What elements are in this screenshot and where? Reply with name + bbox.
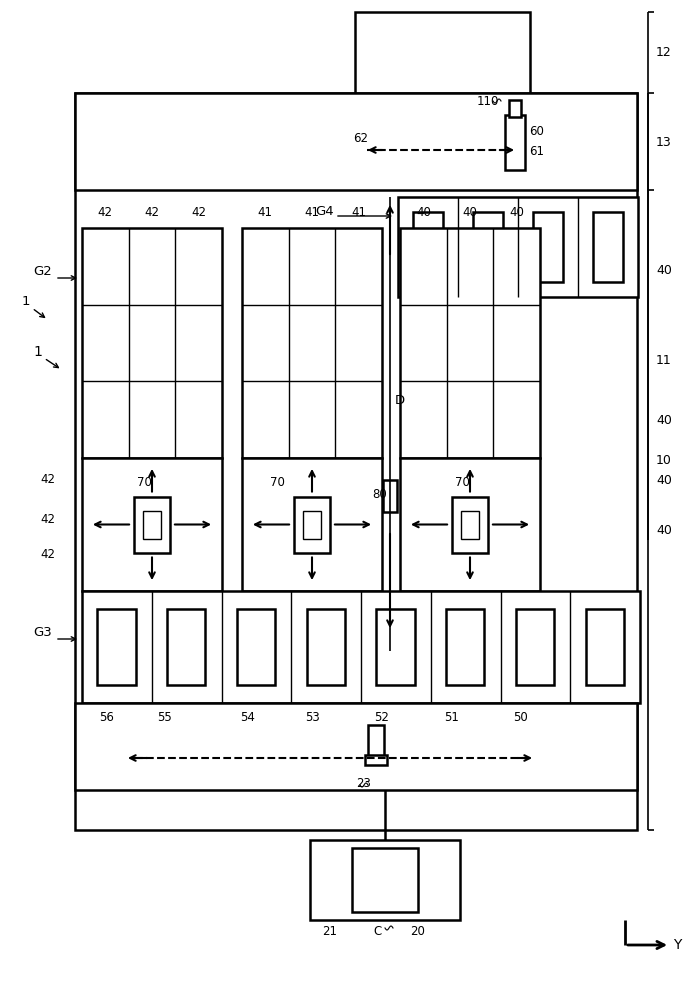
Bar — [82, 458, 222, 591]
Bar — [461, 510, 479, 538]
Text: 41: 41 — [351, 206, 366, 219]
Bar — [505, 115, 525, 170]
Bar — [533, 212, 563, 282]
Text: 40: 40 — [656, 263, 672, 276]
Text: 42: 42 — [40, 548, 55, 561]
Text: 60: 60 — [529, 125, 544, 138]
Bar — [516, 609, 554, 685]
Text: 40: 40 — [656, 474, 672, 487]
Text: 40: 40 — [656, 524, 672, 536]
Bar — [376, 609, 415, 685]
Bar — [586, 609, 624, 685]
Bar — [446, 609, 484, 685]
Text: 40: 40 — [463, 206, 477, 219]
Text: 80: 80 — [372, 488, 387, 502]
Text: 62: 62 — [353, 132, 368, 145]
Bar — [593, 212, 623, 282]
Text: 42: 42 — [40, 473, 55, 486]
Bar — [355, 12, 530, 95]
Text: 70: 70 — [270, 476, 285, 489]
Text: 42: 42 — [40, 513, 55, 526]
Bar — [167, 609, 206, 685]
Text: 110: 110 — [477, 95, 499, 108]
Bar — [383, 480, 397, 512]
Bar — [294, 496, 330, 552]
Text: 21: 21 — [322, 925, 337, 938]
Bar — [75, 93, 637, 190]
Text: 1: 1 — [33, 345, 42, 359]
Bar — [400, 458, 540, 591]
Bar — [237, 609, 275, 685]
Text: 42: 42 — [145, 206, 159, 219]
Bar — [97, 609, 136, 685]
Text: 55: 55 — [158, 711, 173, 724]
Bar — [242, 228, 382, 458]
Bar — [400, 228, 540, 458]
Bar — [473, 212, 503, 282]
Text: 50: 50 — [512, 711, 527, 724]
Text: 10: 10 — [656, 454, 672, 466]
Text: 70: 70 — [455, 476, 470, 489]
Text: C: C — [374, 925, 382, 938]
Bar — [307, 609, 345, 685]
Text: 13: 13 — [656, 135, 672, 148]
Text: 53: 53 — [305, 711, 320, 724]
Bar — [352, 848, 418, 912]
Bar — [75, 703, 637, 790]
Text: G4: G4 — [315, 205, 333, 218]
Bar — [82, 228, 222, 458]
Bar — [413, 212, 443, 282]
Bar — [82, 591, 640, 703]
Text: G2: G2 — [33, 265, 52, 278]
Bar — [509, 100, 521, 117]
Text: 12: 12 — [656, 45, 672, 58]
Bar — [75, 93, 637, 830]
Text: 61: 61 — [529, 145, 544, 158]
Text: D: D — [395, 393, 405, 406]
Bar — [310, 840, 460, 920]
Bar — [452, 496, 488, 552]
Text: 52: 52 — [375, 711, 389, 724]
Text: 23: 23 — [356, 777, 371, 790]
Bar — [303, 510, 321, 538]
Text: 1: 1 — [22, 295, 31, 308]
Bar — [368, 725, 384, 763]
Text: 40: 40 — [416, 206, 431, 219]
Text: G3: G3 — [33, 626, 52, 639]
Text: 56: 56 — [99, 711, 115, 724]
Text: 54: 54 — [240, 711, 255, 724]
Bar — [242, 458, 382, 591]
Bar — [134, 496, 170, 552]
Text: 11: 11 — [656, 354, 672, 366]
Text: 40: 40 — [510, 206, 524, 219]
Text: 51: 51 — [445, 711, 459, 724]
Bar — [398, 197, 638, 297]
Text: Y: Y — [673, 938, 682, 952]
Text: 42: 42 — [98, 206, 113, 219]
Text: 41: 41 — [305, 206, 319, 219]
Bar — [365, 755, 387, 765]
Text: 40: 40 — [656, 414, 672, 426]
Text: 20: 20 — [410, 925, 425, 938]
Text: 41: 41 — [258, 206, 273, 219]
Bar — [143, 510, 161, 538]
Text: 70: 70 — [137, 476, 152, 489]
Text: 42: 42 — [191, 206, 206, 219]
